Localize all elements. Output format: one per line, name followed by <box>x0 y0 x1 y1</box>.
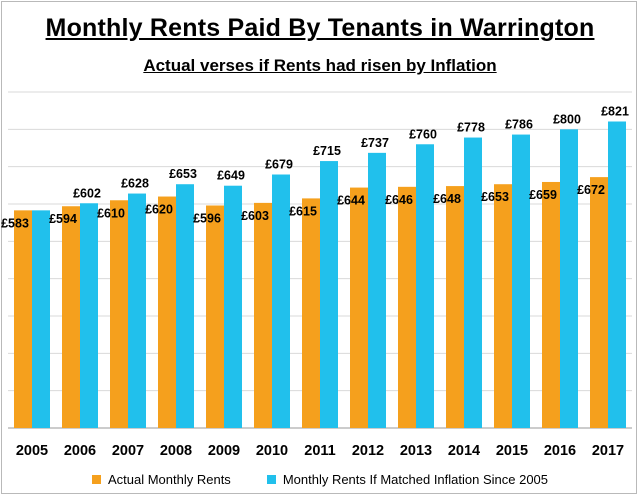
data-label-actual: £583 <box>1 216 29 230</box>
data-label-inflation: £786 <box>505 118 533 132</box>
data-label-inflation: £821 <box>601 104 629 118</box>
data-label-inflation: £679 <box>265 158 293 172</box>
legend-swatch-inflation <box>266 474 276 484</box>
bar-actual <box>254 202 272 428</box>
bar-actual <box>494 184 512 428</box>
data-label-actual: £644 <box>337 194 365 208</box>
data-label-actual: £610 <box>97 206 125 220</box>
chart-legend: Actual Monthly Rents Monthly Rents If Ma… <box>0 468 640 490</box>
data-label-actual: £653 <box>481 190 509 204</box>
data-label-inflation: £778 <box>457 121 485 135</box>
legend-item-inflation: Monthly Rents If Matched Inflation Since… <box>266 471 549 487</box>
bar-inflation <box>320 161 338 429</box>
legend-swatch-actual <box>91 474 101 484</box>
x-tick-label: 2010 <box>256 443 288 459</box>
bar-inflation <box>224 185 242 428</box>
bar-actual <box>158 196 176 428</box>
data-label-actual: £659 <box>529 188 557 202</box>
bar-actual <box>446 186 464 428</box>
bar-actual <box>62 206 80 428</box>
bar-inflation <box>368 152 386 428</box>
x-tick-label: 2015 <box>496 443 528 459</box>
bar-inflation <box>128 193 146 428</box>
bar-actual <box>350 187 368 428</box>
data-label-inflation: £602 <box>73 186 101 200</box>
bar-inflation <box>464 137 482 428</box>
data-label-inflation: £628 <box>121 177 149 191</box>
data-label-inflation: £760 <box>409 127 437 141</box>
bar-actual <box>590 177 608 428</box>
data-label-actual: £615 <box>289 204 317 218</box>
bar-actual <box>110 200 128 428</box>
x-tick-label: 2008 <box>160 443 192 459</box>
chart-title: Monthly Rents Paid By Tenants in Warring… <box>45 14 595 42</box>
legend-label-actual: Actual Monthly Rents <box>107 471 231 487</box>
x-tick-label: 2016 <box>544 443 576 459</box>
bar-inflation <box>512 134 530 428</box>
x-tick-label: 2007 <box>112 443 144 459</box>
data-label-actual: £672 <box>577 183 605 197</box>
data-label-inflation: £800 <box>553 112 581 126</box>
data-label-inflation: £653 <box>169 167 197 181</box>
bar-actual <box>542 181 560 428</box>
bar-inflation <box>80 203 98 428</box>
bar-actual <box>206 205 224 428</box>
bar-inflation <box>32 210 50 428</box>
data-label-actual: £646 <box>385 193 413 207</box>
data-label-inflation: £737 <box>361 136 389 150</box>
x-tick-label: 2013 <box>400 443 432 459</box>
bar-actual <box>398 186 416 428</box>
x-tick-label: 2009 <box>208 443 240 459</box>
data-label-actual: £648 <box>433 192 461 206</box>
x-tick-label: 2012 <box>352 443 384 459</box>
x-tick-label: 2014 <box>448 443 480 459</box>
bar-inflation <box>272 174 290 428</box>
data-label-actual: £620 <box>145 203 173 217</box>
bar-inflation <box>608 121 626 428</box>
x-tick-label: 2017 <box>592 443 624 459</box>
x-tick-label: 2006 <box>64 443 96 459</box>
bar-actual <box>14 210 32 428</box>
bar-inflation <box>560 129 578 429</box>
data-label-inflation: £715 <box>313 144 341 158</box>
data-label-actual: £594 <box>49 212 77 226</box>
bar-inflation <box>176 184 194 428</box>
chart-subtitle: Actual verses if Rents had risen by Infl… <box>143 56 497 75</box>
legend-item-actual: Actual Monthly Rents <box>91 471 231 487</box>
bar-inflation <box>416 144 434 428</box>
bar-actual <box>302 198 320 428</box>
x-tick-label: 2005 <box>16 443 48 459</box>
x-tick-label: 2011 <box>304 443 335 459</box>
data-label-actual: £603 <box>241 209 269 223</box>
data-label-inflation: £649 <box>217 169 245 183</box>
data-label-actual: £596 <box>193 211 221 225</box>
legend-label-inflation: Monthly Rents If Matched Inflation Since… <box>282 471 549 487</box>
